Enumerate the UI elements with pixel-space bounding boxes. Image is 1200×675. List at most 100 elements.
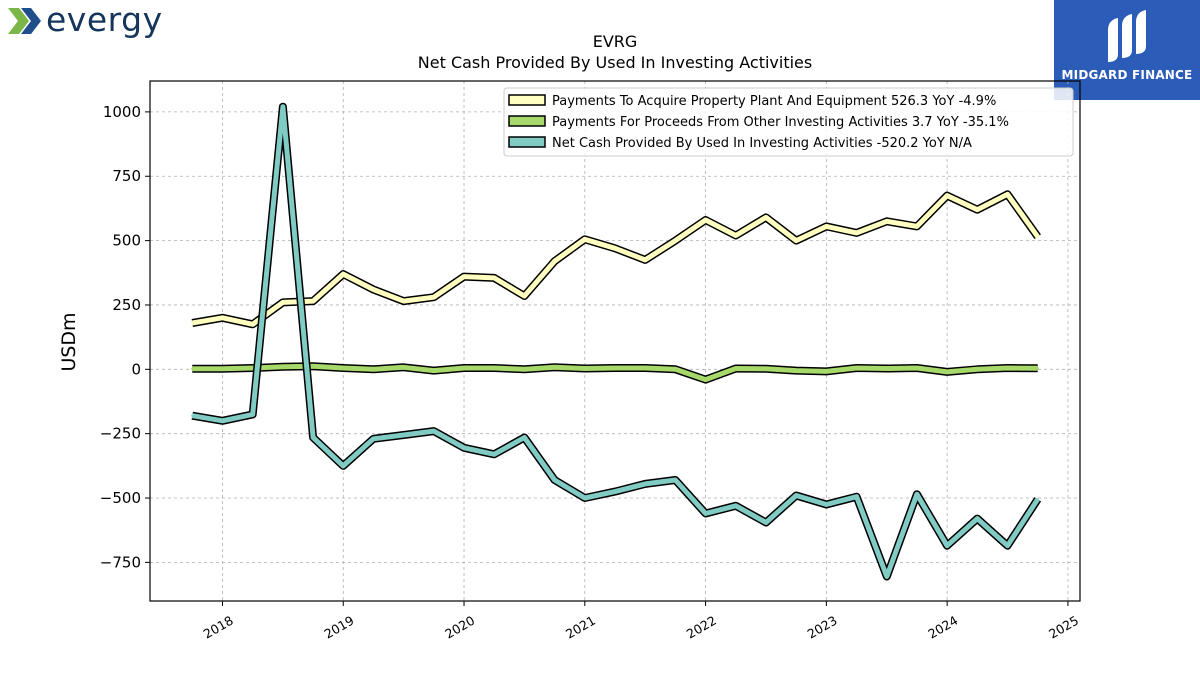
data-point	[523, 368, 526, 371]
data-point	[523, 294, 526, 298]
data-point	[402, 433, 405, 437]
data-point	[704, 378, 707, 381]
y-tick-label: 750	[112, 167, 141, 185]
y-axis-label: USDm	[58, 312, 80, 371]
data-point	[976, 517, 979, 520]
data-point	[553, 478, 556, 482]
series-line	[191, 190, 1041, 329]
data-point	[372, 288, 375, 291]
data-point	[764, 216, 768, 219]
data-point	[311, 299, 315, 303]
data-point	[825, 503, 828, 506]
data-point	[1036, 235, 1039, 238]
data-point	[191, 414, 194, 417]
plot-frame	[149, 80, 1081, 602]
data-point	[945, 194, 949, 197]
data-point	[462, 446, 466, 449]
data-point	[221, 419, 224, 422]
data-point	[764, 521, 768, 524]
data-point	[976, 208, 979, 211]
x-tick-label: 2025	[1046, 613, 1081, 642]
data-point	[342, 272, 345, 276]
evergy-logo: evergy	[6, 0, 186, 44]
y-tick-label: 1000	[103, 103, 141, 121]
data-point	[613, 490, 617, 493]
legend: Payments To Acquire Property Plant And E…	[503, 87, 1074, 157]
data-point	[825, 370, 828, 373]
data-point	[311, 365, 315, 368]
data-point	[553, 260, 556, 263]
data-point	[644, 482, 647, 486]
data-point	[795, 369, 798, 372]
data-point	[462, 366, 466, 370]
y-tick-label: 250	[112, 296, 141, 314]
y-tick-label: −250	[100, 425, 141, 443]
data-point	[945, 370, 949, 374]
data-point	[674, 239, 677, 242]
data-point	[221, 316, 224, 319]
x-tick-label: 2018	[201, 613, 236, 642]
data-point	[644, 258, 647, 262]
data-point	[553, 366, 556, 369]
x-tick-label: 2020	[442, 613, 477, 642]
data-point	[915, 225, 919, 228]
data-point	[432, 296, 435, 299]
data-point	[493, 276, 496, 280]
data-point	[734, 504, 737, 507]
data-point	[764, 367, 768, 370]
data-point	[855, 366, 858, 370]
midgard-logo-text: MIDGARD FINANCE	[1061, 68, 1193, 82]
midgard-monogram-icon	[1108, 10, 1146, 62]
data-point	[462, 275, 466, 278]
data-point	[432, 369, 435, 372]
legend-entry-label: Net Cash Provided By Used In Investing A…	[552, 136, 972, 151]
data-point	[372, 437, 375, 440]
data-point	[281, 365, 285, 368]
evergy-logo-text: evergy	[46, 0, 163, 39]
data-point	[915, 493, 919, 496]
data-point	[221, 367, 224, 370]
x-tick-label: 2022	[684, 613, 719, 642]
legend-swatch	[508, 136, 546, 148]
data-point	[825, 225, 828, 228]
data-point	[191, 321, 194, 325]
data-point	[795, 239, 798, 242]
data-point	[372, 368, 375, 371]
data-point	[885, 367, 888, 370]
x-tick-label: 2019	[321, 613, 356, 642]
data-point	[704, 218, 707, 222]
data-point	[976, 368, 979, 371]
legend-box	[503, 87, 1074, 157]
data-point	[342, 366, 345, 370]
chart-title: EVRG	[593, 32, 638, 51]
x-tick-label: 2021	[563, 613, 598, 642]
data-point	[674, 368, 677, 371]
data-point	[613, 366, 617, 370]
data-point	[1006, 544, 1009, 547]
data-point	[523, 436, 526, 439]
series-path	[191, 104, 1040, 579]
data-point	[251, 413, 254, 416]
data-point	[432, 429, 435, 433]
series-line	[191, 102, 1042, 581]
data-point	[734, 234, 737, 237]
chevron-logo-icon	[8, 8, 41, 34]
chart-subtitle: Net Cash Provided By Used In Investing A…	[418, 53, 812, 72]
legend-entry-label: Payments To Acquire Property Plant And E…	[552, 94, 996, 109]
data-point	[281, 301, 285, 304]
data-point	[644, 366, 647, 370]
series-lines	[191, 102, 1042, 581]
data-point	[1036, 367, 1039, 370]
y-tick-label: −500	[100, 489, 141, 507]
data-point	[734, 367, 737, 370]
data-point	[493, 366, 496, 370]
data-point	[311, 436, 315, 439]
y-tick-label: −750	[100, 553, 141, 571]
legend-entry-label: Payments For Proceeds From Other Investi…	[552, 115, 1009, 130]
data-point	[795, 494, 798, 497]
data-point	[855, 495, 858, 498]
data-point	[583, 238, 586, 241]
data-point	[674, 478, 677, 482]
data-point	[1006, 193, 1009, 196]
